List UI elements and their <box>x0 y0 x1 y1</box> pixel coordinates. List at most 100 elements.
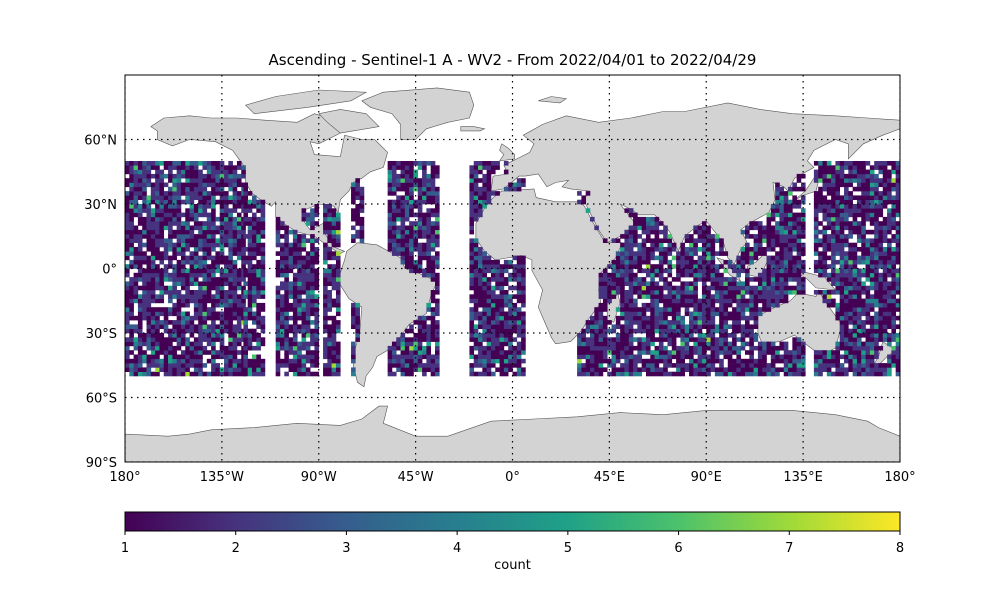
data-cell <box>232 311 238 317</box>
data-cell <box>435 251 440 256</box>
data-cell <box>198 311 203 317</box>
data-cell <box>168 277 173 282</box>
data-cell <box>766 242 772 248</box>
data-cell <box>775 234 780 239</box>
data-cell <box>469 169 475 175</box>
data-cell <box>129 191 134 196</box>
data-cell <box>198 341 203 347</box>
data-cell <box>172 178 177 183</box>
data-cell <box>852 367 858 372</box>
data-cell <box>654 264 660 269</box>
data-cell <box>323 294 328 299</box>
data-cell <box>882 302 888 308</box>
data-cell <box>243 204 249 209</box>
data-cell <box>482 358 487 364</box>
data-cell <box>211 345 216 351</box>
data-cell <box>185 208 190 213</box>
data-cell <box>667 251 673 256</box>
data-cell <box>710 255 716 261</box>
data-cell <box>775 277 780 282</box>
data-cell <box>585 363 591 368</box>
data-cell <box>435 238 440 243</box>
data-cell <box>430 182 436 188</box>
data-cell <box>766 298 772 304</box>
data-cell <box>689 345 694 351</box>
data-cell <box>430 165 436 170</box>
data-cell <box>206 191 212 196</box>
data-cell <box>865 255 871 261</box>
data-cell <box>753 324 759 329</box>
data-cell <box>852 195 858 200</box>
data-cell <box>736 371 741 377</box>
data-cell <box>749 259 754 265</box>
data-cell <box>714 324 720 329</box>
data-cell <box>193 281 199 286</box>
data-cell <box>615 345 621 351</box>
data-cell <box>697 350 703 355</box>
data-cell <box>247 204 253 209</box>
data-cell <box>658 354 664 360</box>
data-cell <box>882 367 888 372</box>
data-cell <box>176 363 182 368</box>
data-cell <box>215 350 221 355</box>
data-cell <box>331 285 337 291</box>
data-cell <box>422 221 427 226</box>
data-cell <box>198 328 203 334</box>
data-cell <box>292 242 298 248</box>
data-cell <box>391 173 397 179</box>
data-cell <box>650 363 655 368</box>
data-cell <box>831 204 836 209</box>
data-cell <box>159 363 165 368</box>
data-cell <box>478 212 483 218</box>
data-cell <box>861 341 866 347</box>
data-cell <box>512 371 518 377</box>
data-cell <box>275 221 281 226</box>
data-cell <box>822 294 828 299</box>
data-cell <box>865 363 871 368</box>
data-cell <box>228 216 233 222</box>
data-cell <box>611 264 617 269</box>
data-cell <box>236 302 242 308</box>
data-cell <box>577 371 582 377</box>
data-cell <box>409 165 414 170</box>
data-cell <box>663 238 668 243</box>
data-cell <box>228 333 233 338</box>
data-cell <box>663 345 668 351</box>
data-cell <box>839 302 845 308</box>
data-cell <box>155 294 160 299</box>
data-cell <box>422 354 427 360</box>
data-cell <box>137 363 143 368</box>
data-cell <box>297 371 302 377</box>
data-cell <box>305 216 311 222</box>
data-cell <box>856 333 862 338</box>
data-cell <box>260 242 266 248</box>
data-cell <box>211 234 216 239</box>
data-cell <box>749 311 754 317</box>
data-cell <box>163 191 169 196</box>
data-cell <box>473 199 479 205</box>
data-cell <box>252 225 257 231</box>
data-cell <box>232 264 238 269</box>
data-cell <box>753 345 759 351</box>
data-cell <box>732 298 737 304</box>
data-cell <box>740 255 746 261</box>
data-cell <box>788 268 793 274</box>
data-cell <box>503 358 509 364</box>
data-cell <box>172 264 177 269</box>
data-cell <box>409 371 414 377</box>
data-cell <box>215 242 221 248</box>
data-cell <box>284 350 289 355</box>
data-cell <box>292 255 298 261</box>
data-cell <box>792 225 797 231</box>
data-cell <box>400 333 406 338</box>
data-cell <box>142 259 147 265</box>
data-cell <box>146 328 152 334</box>
data-cell <box>663 268 668 274</box>
data-cell <box>869 328 875 334</box>
data-cell <box>280 311 285 317</box>
data-cell <box>813 290 819 295</box>
data-cell <box>753 247 759 252</box>
data-cell <box>680 298 686 304</box>
data-cell <box>620 281 625 286</box>
data-cell <box>740 259 746 265</box>
